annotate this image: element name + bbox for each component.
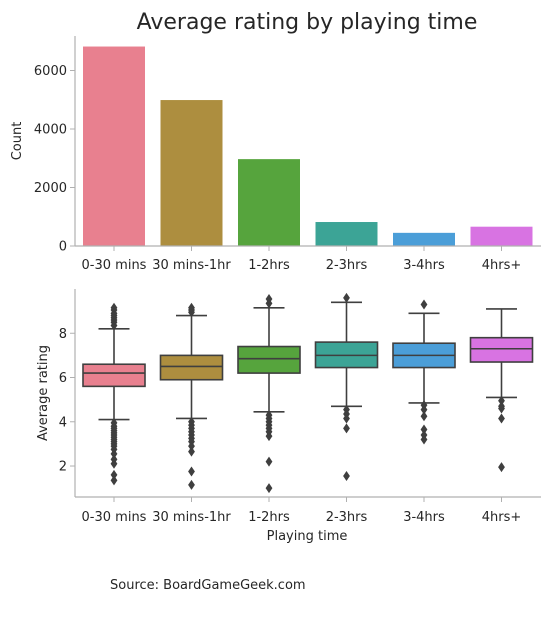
bar-4 <box>393 232 455 246</box>
outlier-point <box>110 302 118 313</box>
outlier-point <box>110 475 118 486</box>
box-1 <box>159 302 224 490</box>
outlier-point <box>343 423 350 434</box>
bar-3 <box>315 222 378 246</box>
outlier-point <box>420 434 428 445</box>
x-tick-label: 3-4hrs <box>403 258 445 273</box>
x-axis-title: Playing time <box>267 529 348 544</box>
x-tick-label: 2-3hrs <box>326 510 368 525</box>
box-3 <box>314 292 379 481</box>
iqr-box <box>469 336 534 363</box>
outlier-point <box>420 424 428 435</box>
outlier-point <box>498 462 505 473</box>
bar-2 <box>238 159 300 246</box>
y-tick-label: 4 <box>59 415 67 430</box>
bar-5 <box>470 226 533 246</box>
x-tick-label: 3-4hrs <box>403 510 445 525</box>
y-tick-label: 4000 <box>34 123 67 138</box>
outlier-point <box>110 448 118 459</box>
outlier-point <box>265 483 273 494</box>
outlier-point <box>265 431 273 442</box>
outlier-point <box>498 413 505 424</box>
y-tick-label: 0 <box>59 240 67 255</box>
outlier-point <box>420 404 428 415</box>
box-2 <box>237 293 301 494</box>
outlier-point <box>188 446 195 457</box>
x-tick-label: 2-3hrs <box>326 258 368 273</box>
x-tick-label: 4hrs+ <box>482 510 522 525</box>
outlier-point <box>188 441 195 452</box>
outlier-point <box>188 479 195 490</box>
x-tick-label: 4hrs+ <box>482 258 522 273</box>
outlier-point <box>110 458 118 469</box>
x-tick-label: 1-2hrs <box>248 510 290 525</box>
outlier-point <box>498 395 505 406</box>
outlier-point <box>498 403 505 414</box>
iqr-box <box>237 345 301 374</box>
y-axis-title: Average rating <box>36 345 51 441</box>
outlier-point <box>265 293 273 304</box>
outlier-point <box>343 292 350 303</box>
outlier-point <box>420 299 428 310</box>
rating-box-plot: 2 4 6 8 0-30 mins 30 mins-1hr 1-2hrs 2-3hrs 3-4h… <box>36 289 541 544</box>
y-tick-label: 6 <box>59 371 67 386</box>
outlier-point <box>420 411 428 422</box>
iqr-box <box>159 354 224 381</box>
box-4 <box>392 299 456 445</box>
box-0 <box>82 302 146 486</box>
y-tick-label: 8 <box>59 327 67 342</box>
y-tick-label: 2 <box>59 460 67 475</box>
iqr-box <box>82 363 146 388</box>
count-bar-chart: 0 2000 4000 6000 0-30 mins 30 mins-1hr 1-2hrs 2… <box>10 36 541 273</box>
bar-0 <box>83 46 145 246</box>
x-tick-label: 30 mins-1hr <box>152 258 231 273</box>
y-axis-title: Count <box>10 122 25 161</box>
outlier-point <box>110 469 118 480</box>
y-tick-label: 6000 <box>34 64 67 79</box>
outlier-point <box>188 466 195 477</box>
x-tick-label: 1-2hrs <box>248 258 290 273</box>
y-tick-label: 2000 <box>34 181 67 196</box>
outlier-point <box>343 413 350 424</box>
x-tick-label: 0-30 mins <box>82 510 147 525</box>
outlier-point <box>343 470 350 481</box>
box-5 <box>469 308 534 473</box>
outlier-point <box>265 456 273 467</box>
x-tick-label: 30 mins-1hr <box>152 510 231 525</box>
outlier-point <box>188 302 195 313</box>
x-tick-label: 0-30 mins <box>82 258 147 273</box>
source-note: Source: BoardGameGeek.com <box>110 578 306 593</box>
bar-1 <box>160 100 223 247</box>
chart-title: Average rating by playing time <box>137 10 478 35</box>
